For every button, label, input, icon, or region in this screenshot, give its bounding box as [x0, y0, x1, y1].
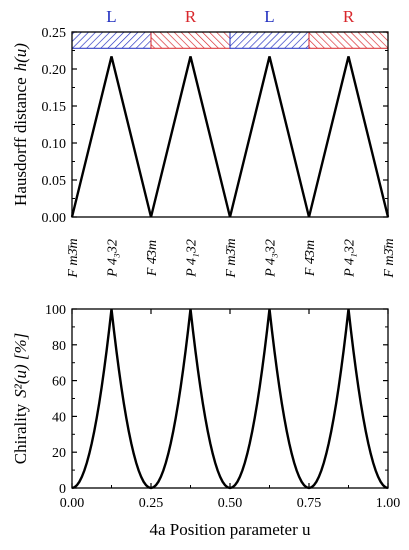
bottom-x-tick-label-2: 0.50 — [218, 496, 243, 511]
top-y-axis-title: Hausdorff distanceh(u) — [11, 43, 30, 206]
space-group-label-8: F m3̄m — [382, 238, 397, 278]
chirality-chart: 0 20 40 60 80 100 0.00 0.25 0.50 0.75 1.00 Chirali… — [11, 303, 400, 539]
bottom-y-tick-label-2: 40 — [52, 410, 66, 425]
space-group-label-0: F m3̄m — [66, 238, 81, 278]
top-y-tick-label-0: 0.00 — [42, 211, 67, 226]
handedness-band-1 — [150, 31, 231, 49]
handedness-label-3: R — [343, 7, 355, 26]
bottom-plot-frame — [71, 308, 389, 489]
space-group-label-2: F 4̄3m — [145, 240, 160, 277]
handedness-label-2: L — [264, 7, 274, 26]
top-plot-frame — [71, 31, 389, 218]
top-y-tick-label-3: 0.15 — [42, 100, 67, 115]
top-y-tick-label-5: 0.25 — [42, 26, 67, 41]
bottom-x-tick-label-3: 0.75 — [297, 496, 322, 511]
x-axis-title: 4a Position parameter u — [150, 520, 311, 539]
top-y-tick-label-1: 0.05 — [42, 174, 67, 189]
top-axis-ticks: 0.00 0.05 0.10 0.15 0.20 0.25 — [42, 26, 389, 226]
bottom-x-tick-label-4: 1.00 — [376, 496, 401, 511]
hausdorff-distance-chart: L R L R 0.00 0.05 0.10 0.15 0.20 0.25 Hausdorff … — [11, 7, 390, 226]
bottom-y-tick-label-0: 0 — [59, 482, 66, 497]
space-group-labels: F m3̄m P 4₃32 F 4̄3m P 4₁32 F m3̄m P 4₃32 F 4̄… — [66, 238, 397, 278]
handedness-band-2 — [229, 31, 310, 49]
space-group-label-7: P 4₁32 — [343, 239, 358, 278]
bottom-y-tick-label-5: 100 — [45, 303, 66, 318]
top-y-tick-label-4: 0.20 — [42, 63, 67, 78]
chirality-line — [71, 308, 389, 490]
bottom-x-tick-label-0: 0.00 — [60, 496, 85, 511]
bottom-y-tick-label-4: 80 — [52, 339, 66, 354]
space-group-label-5: P 4₃32 — [264, 239, 279, 278]
handedness-band-3 — [308, 31, 389, 49]
bottom-x-tick-label-1: 0.25 — [139, 496, 164, 511]
bottom-y-axis-title: ChiralityS²(u) [%] — [11, 333, 30, 465]
space-group-label-3: P 4₁32 — [185, 239, 200, 278]
hausdorff-line — [70, 56, 390, 218]
bottom-axis-ticks: 0 20 40 60 80 100 0.00 0.25 0.50 0.75 1.00 — [45, 303, 400, 511]
top-y-tick-label-2: 0.10 — [42, 137, 67, 152]
bottom-y-tick-label-1: 20 — [52, 446, 66, 461]
bottom-y-tick-label-3: 60 — [52, 375, 66, 390]
space-group-label-1: P 4₃32 — [106, 239, 121, 278]
handedness-label-1: R — [185, 7, 197, 26]
space-group-label-4: F m3̄m — [224, 238, 239, 278]
handedness-label-0: L — [106, 7, 116, 26]
space-group-label-6: F 4̄3m — [303, 240, 318, 277]
handedness-band-0 — [71, 31, 152, 49]
